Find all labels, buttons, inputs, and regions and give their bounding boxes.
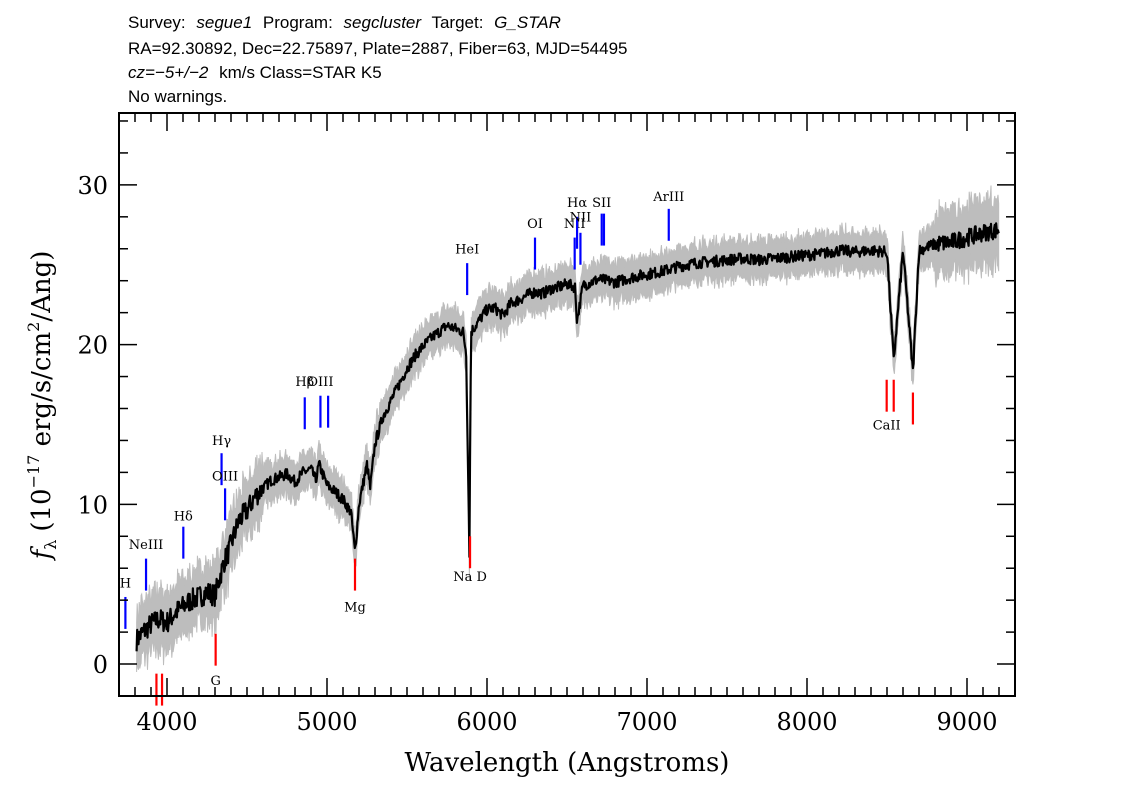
program-value: segcluster — [344, 13, 423, 32]
line-label-sii: SII — [592, 196, 611, 211]
line-label-nii: NII — [564, 217, 586, 232]
x-tick-label: 8000 — [776, 708, 837, 736]
target-label: Target: — [431, 13, 483, 32]
y-axis-symbol-sub: λ — [41, 540, 60, 550]
flux-layer — [135, 222, 1000, 652]
line-label-caii: CaII — [873, 418, 901, 433]
line-label-oiii: OIII — [307, 375, 333, 390]
header-line-3: cz=−5+/−2 km/s Class=STAR K5 — [128, 63, 382, 82]
flux-error-band — [136, 185, 1000, 673]
x-tick-label: 7000 — [616, 708, 677, 736]
redshift-value: cz=−5+/−2 — [128, 63, 209, 82]
y-tick-label: 30 — [77, 172, 108, 200]
y-tick-label: 10 — [77, 491, 108, 519]
y-axis-unit-exp2: 2 — [24, 322, 43, 332]
class-value: km/s Class=STAR K5 — [219, 63, 382, 82]
target-value: G_STAR — [494, 13, 561, 32]
line-label-nii: NII — [570, 211, 592, 226]
y-axis-unit-post: /Ang) — [27, 251, 57, 322]
line-label-neiii: NeIII — [129, 538, 163, 553]
line-label-oiii: OIII — [212, 469, 238, 484]
axes-layer: 4000 5000 6000 7000 8000 9000 0 10 20 30 — [77, 112, 1016, 736]
header-line-2: RA=92.30892, Dec=22.75897, Plate=2887, F… — [128, 39, 628, 58]
line-label-mg: Mg — [344, 600, 366, 615]
survey-label: Survey: — [128, 13, 186, 32]
flux-line — [135, 222, 1000, 652]
line-label-h: H — [120, 576, 131, 591]
x-axis-title: Wavelength (Angstroms) — [405, 748, 730, 778]
line-label-oi: OI — [527, 217, 543, 232]
y-axis-unit-mid: erg/s/cm — [27, 332, 57, 455]
x-tick-label: 6000 — [456, 708, 517, 736]
header-line-4: No warnings. — [128, 87, 227, 106]
header-line-1: Survey: segue1 Program: segcluster Targe… — [128, 13, 561, 32]
program-label: Program: — [263, 13, 333, 32]
line-label-hβ: Hβ — [295, 375, 314, 390]
line-label-na-d: Na D — [453, 570, 487, 585]
line-label-hei: HeI — [455, 243, 479, 258]
x-tick-label: 5000 — [296, 708, 357, 736]
x-tick-label: 4000 — [136, 708, 197, 736]
y-axis-title: fλ(10−17 erg/s/cm2/Ang) — [24, 251, 60, 562]
y-axis-unit-pre: (10 — [27, 488, 57, 531]
y-tick-label: 0 — [93, 651, 108, 679]
y-axis-unit-exp1: −17 — [24, 455, 43, 489]
survey-value: segue1 — [196, 13, 252, 32]
line-label-hδ: Hδ — [174, 509, 193, 524]
x-tick-label: 9000 — [936, 708, 997, 736]
error-band-layer — [136, 185, 1000, 673]
line-label-hα: Hα — [567, 196, 587, 211]
line-label-hγ: Hγ — [212, 434, 231, 449]
line-label-g: G — [210, 674, 220, 689]
line-label-ariii: ArIII — [652, 190, 684, 205]
y-tick-label: 20 — [77, 332, 108, 360]
